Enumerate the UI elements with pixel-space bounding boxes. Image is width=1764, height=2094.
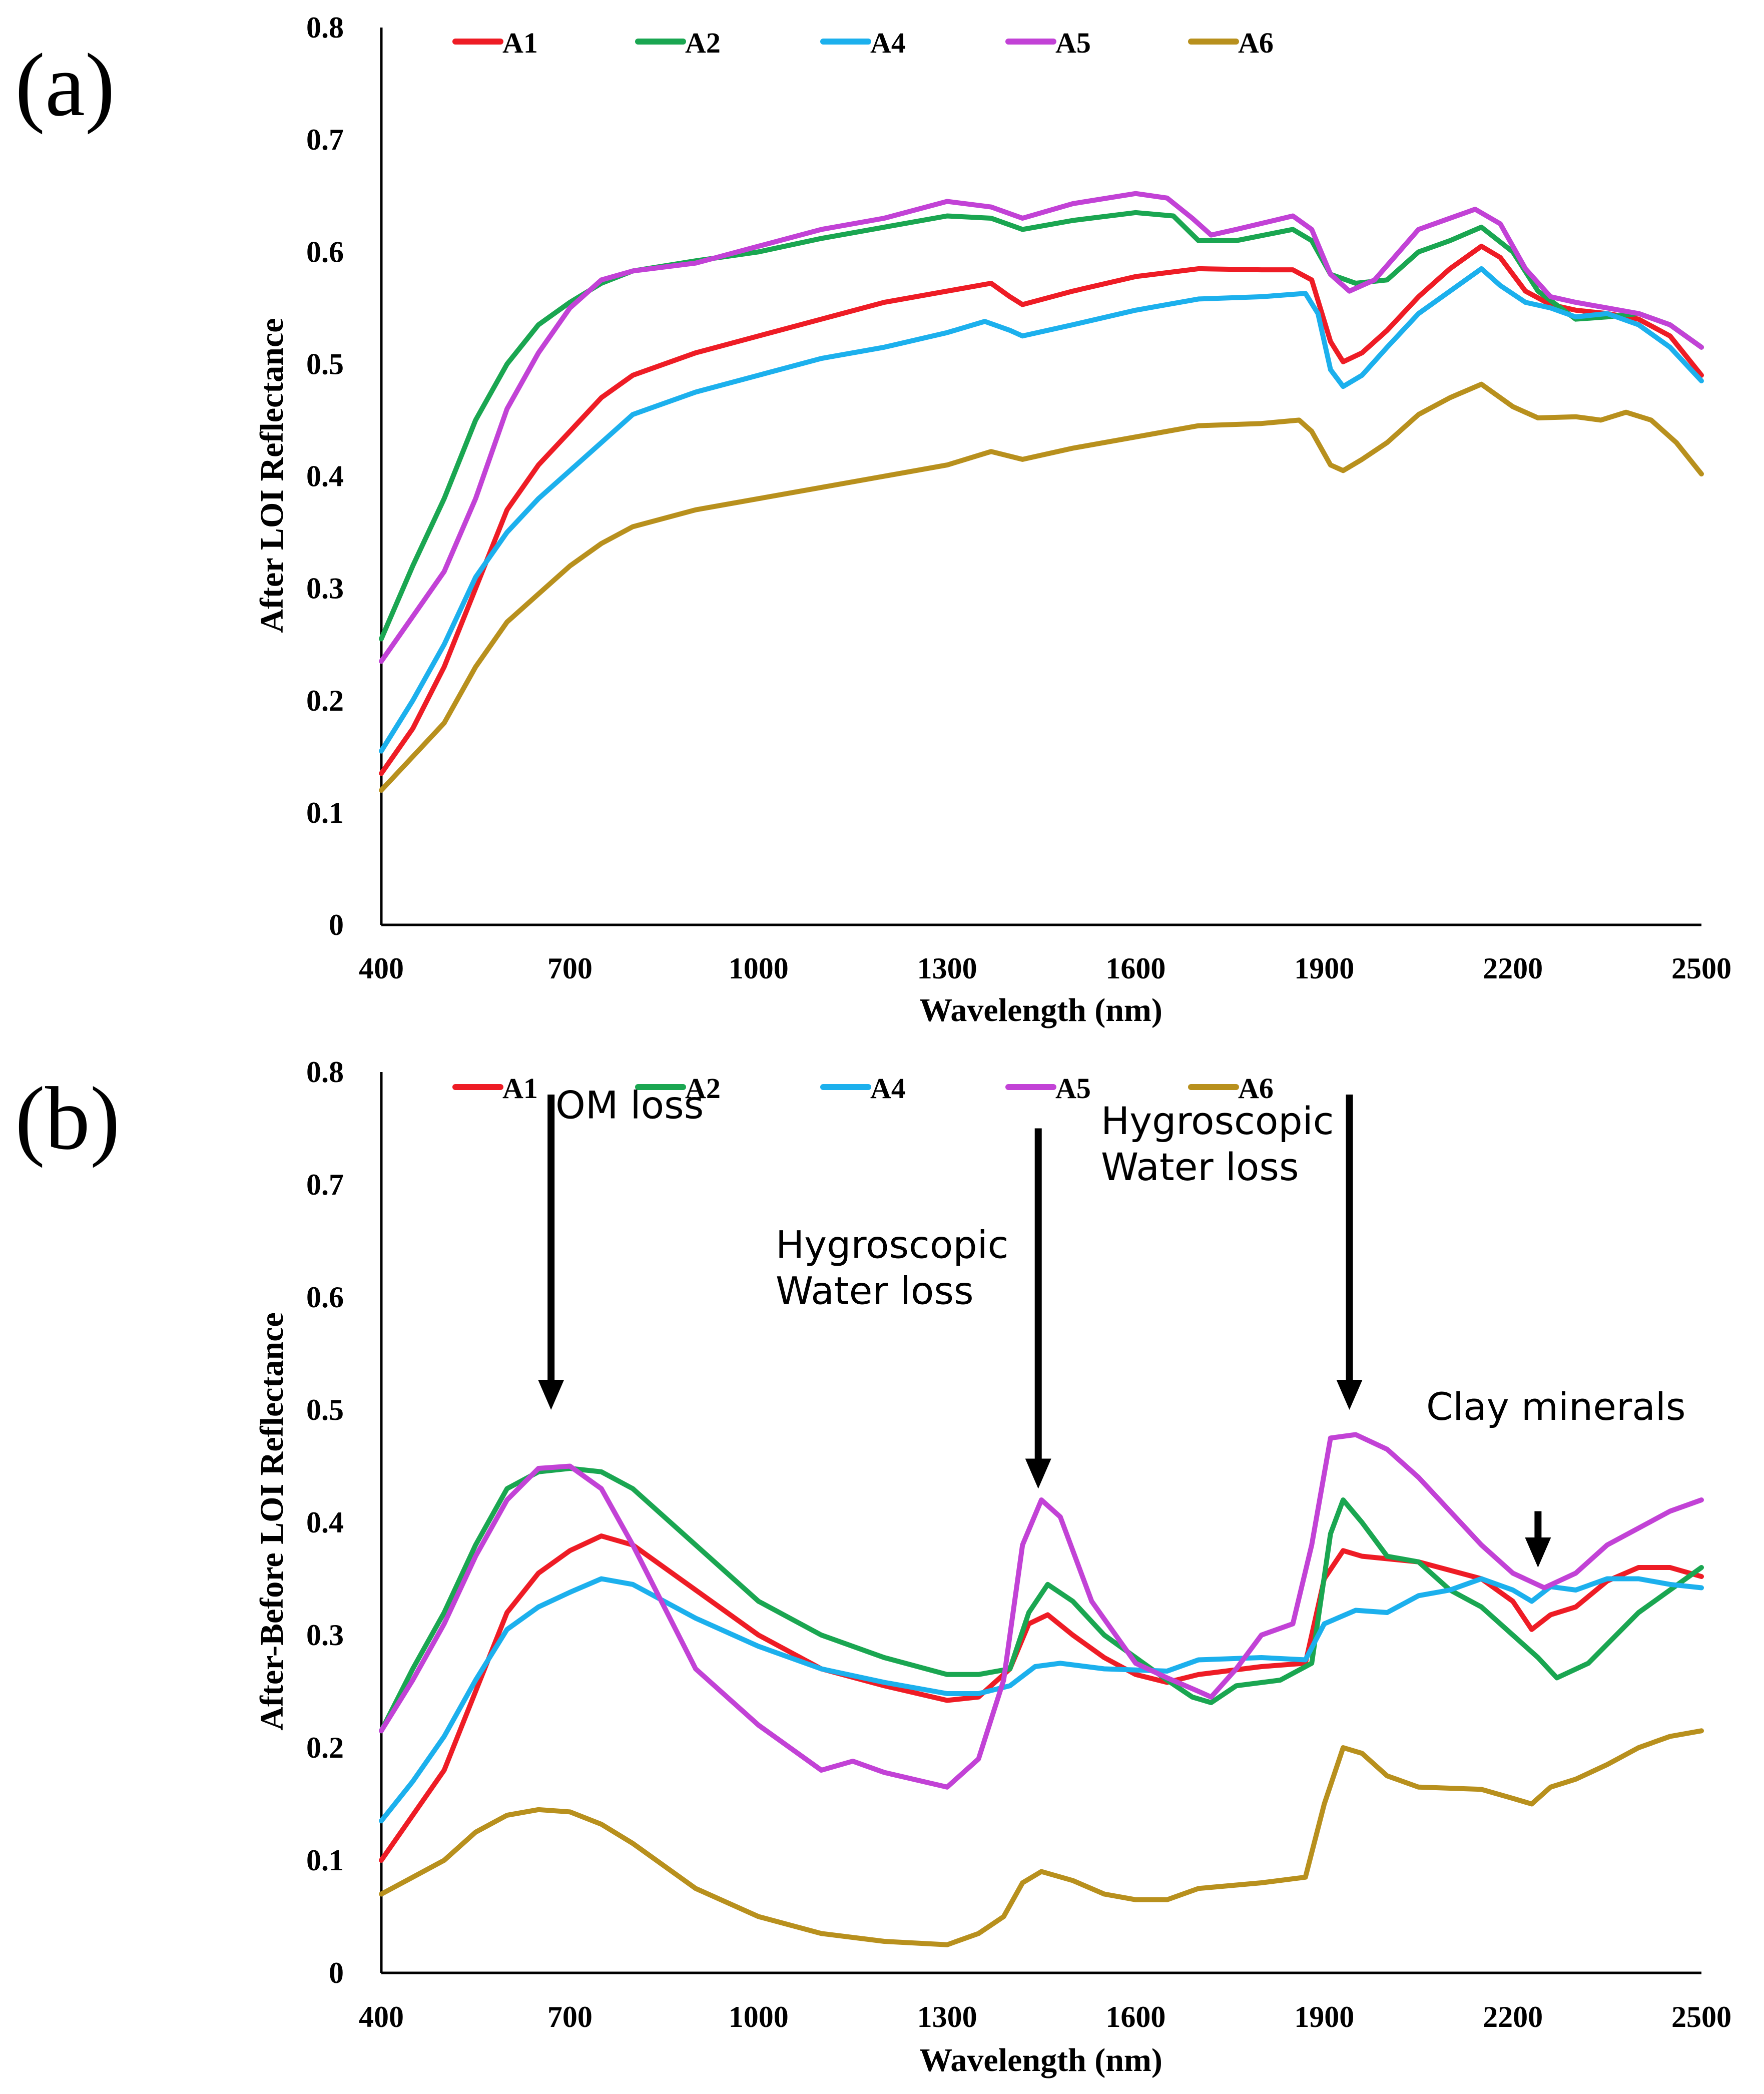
- x-tick-label: 2500: [1671, 952, 1731, 985]
- annotation-label: Hygroscopic: [1101, 1099, 1334, 1143]
- legend-label-a1: A1: [502, 27, 538, 59]
- x-tick-label: 2200: [1483, 952, 1543, 985]
- y-tick-label: 0.3: [306, 1619, 344, 1652]
- legend-label-a4: A4: [870, 1072, 906, 1105]
- y-axis-title: After LOI Reflectance: [254, 318, 290, 633]
- annotation-arrow-head: [1025, 1458, 1051, 1489]
- annotation-arrow-head: [1336, 1380, 1363, 1410]
- legend-label-a2: A2: [685, 1072, 721, 1105]
- x-tick-label: 1600: [1105, 952, 1165, 985]
- legend-label-a6: A6: [1238, 1072, 1274, 1105]
- annotation-arrow-head: [538, 1380, 564, 1410]
- y-tick-label: 0.7: [306, 1168, 344, 1201]
- legend-label-a1: A1: [502, 1072, 538, 1105]
- legend-label-a2: A2: [685, 27, 721, 59]
- panel-b: (b) 0 0.1 0.2 0.3 0.4 0.5 0.6 0.7 0.8 400 700 1000…: [15, 1056, 1731, 2078]
- x-tick-label: 2500: [1671, 2000, 1731, 2033]
- x-tick-label: 700: [547, 2000, 593, 2033]
- x-axis-title: Wavelength (nm): [919, 992, 1162, 1028]
- y-tick-label: 0.4: [306, 1506, 344, 1539]
- annotation-label-line2: Water loss: [1101, 1145, 1299, 1189]
- y-tick-label: 0: [329, 908, 344, 941]
- annotation-label: OM loss: [555, 1083, 704, 1128]
- series-line-a1: [379, 244, 1704, 776]
- y-tick-label: 0.8: [306, 1056, 344, 1089]
- y-tick-label: 0.6: [306, 235, 344, 268]
- x-tick-label: 1600: [1105, 2000, 1165, 2033]
- series-line-a6: [379, 1728, 1704, 1947]
- x-tick-label: 700: [547, 952, 593, 985]
- panel-a: (a) 0 0.1 0.2 0.3 0.4 0.5 0.6 0.7 0.8 400 700 1000…: [15, 11, 1731, 1028]
- annotation-label: Clay minerals: [1426, 1384, 1686, 1429]
- series-line-a4: [379, 1576, 1704, 1824]
- y-tick-label: 0.1: [306, 796, 344, 829]
- legend-label-a5: A5: [1055, 27, 1091, 59]
- panel-label: (a): [15, 35, 115, 135]
- y-tick-label: 0.3: [306, 572, 344, 605]
- y-tick-label: 0.5: [306, 347, 344, 380]
- series-line-a6: [379, 381, 1704, 793]
- x-tick-label: 1000: [729, 2000, 789, 2033]
- y-tick-label: 0.5: [306, 1393, 344, 1426]
- x-tick-label: 1300: [917, 952, 977, 985]
- legend-label-a5: A5: [1055, 1072, 1091, 1105]
- x-tick-label: 1900: [1294, 952, 1354, 985]
- x-tick-label: 1000: [729, 952, 789, 985]
- series-line-a4: [379, 266, 1704, 754]
- annotation-label-line2: Water loss: [776, 1268, 974, 1313]
- annotation-label: Hygroscopic: [776, 1222, 1008, 1267]
- panel-label: (b): [15, 1069, 120, 1168]
- series-line-a2: [379, 210, 1704, 642]
- y-tick-label: 0.7: [306, 123, 344, 156]
- series-line-a5: [379, 191, 1704, 664]
- x-tick-label: 400: [359, 2000, 404, 2033]
- y-tick-label: 0.2: [306, 1731, 344, 1764]
- y-tick-label: 0.1: [306, 1844, 344, 1877]
- x-tick-label: 1300: [917, 2000, 977, 2033]
- series-line-a5: [379, 1432, 1704, 1790]
- y-tick-label: 0.4: [306, 460, 344, 493]
- y-tick-label: 0.6: [306, 1281, 344, 1314]
- x-tick-label: 1900: [1294, 2000, 1354, 2033]
- x-tick-label: 2200: [1483, 2000, 1543, 2033]
- legend-label-a4: A4: [870, 27, 906, 59]
- x-axis-title: Wavelength (nm): [919, 2042, 1162, 2078]
- x-tick-label: 400: [359, 952, 404, 985]
- series-line-a1: [379, 1533, 1704, 1863]
- legend-label-a6: A6: [1238, 27, 1274, 59]
- y-axis-title: After-Before LOI Reflectance: [254, 1312, 290, 1731]
- y-tick-label: 0: [329, 1956, 344, 1989]
- annotation-arrow-head: [1525, 1537, 1551, 1567]
- y-tick-label: 0.8: [306, 11, 344, 44]
- series-line-a2: [379, 1466, 1704, 1734]
- y-tick-label: 0.2: [306, 684, 344, 717]
